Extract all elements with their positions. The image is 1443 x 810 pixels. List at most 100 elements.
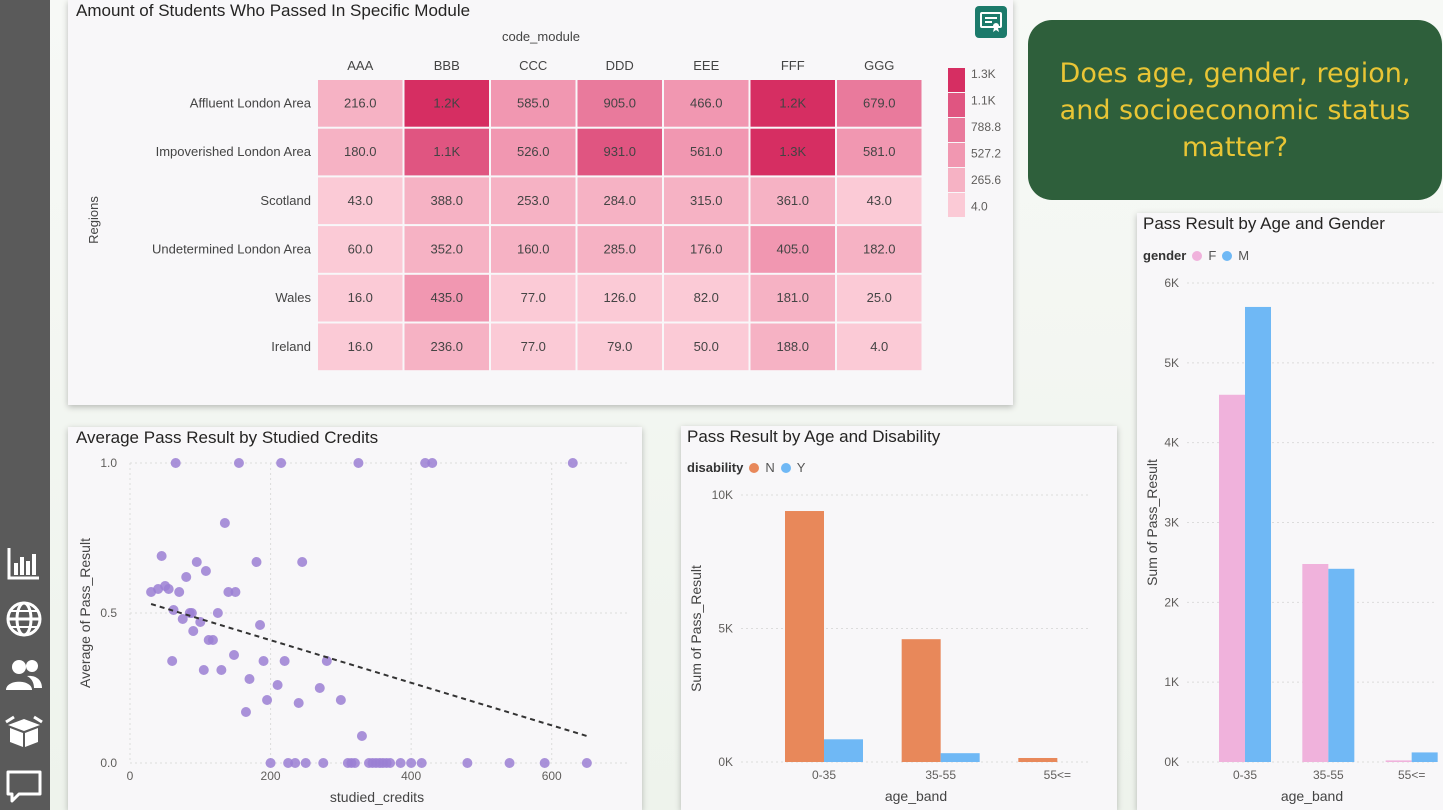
heatmap-cell-label: 905.0 xyxy=(603,95,636,110)
legend-swatch xyxy=(948,168,965,192)
certificate-button[interactable] xyxy=(975,6,1007,38)
x-tick-label: 0 xyxy=(127,769,134,783)
heatmap-cell xyxy=(577,128,662,176)
heatmap-cell-label: 1.1K xyxy=(433,144,460,159)
heatmap-cell-label: 1.2K xyxy=(779,95,806,110)
scatter-point xyxy=(163,584,174,594)
heatmap-cell xyxy=(491,80,576,127)
heatmap-card[interactable]: Amount of Students Who Passed In Specifi… xyxy=(68,0,1013,405)
heatmap-cell-label: 180.0 xyxy=(344,144,377,159)
legend-label-m[interactable]: M xyxy=(1238,248,1250,263)
x-axis-title: age_band xyxy=(1281,788,1343,804)
heatmap-cell-label: 931.0 xyxy=(603,144,636,159)
gender-chart-card[interactable]: Pass Result by Age and Gender gender F M… xyxy=(1137,213,1443,810)
scatter-point xyxy=(216,665,227,675)
bar-m xyxy=(1245,306,1271,762)
box-icon[interactable] xyxy=(4,711,44,751)
legend-dot-y xyxy=(780,462,791,473)
heatmap-cell-label: 405.0 xyxy=(776,241,809,256)
scatter-point xyxy=(581,758,592,768)
x-tick-label: 0-35 xyxy=(1233,768,1257,782)
scatter-point xyxy=(200,566,211,576)
legend-swatch xyxy=(948,68,965,92)
legend-label-y[interactable]: Y xyxy=(796,460,806,475)
heatmap-cell xyxy=(750,128,835,176)
heatmap-cell xyxy=(750,226,835,273)
bar-chart-icon[interactable] xyxy=(4,543,44,583)
heatmap-cell xyxy=(577,274,662,322)
heatmap-cell-label: 50.0 xyxy=(694,339,719,354)
scatter-card[interactable]: Average Pass Result by Studied Credits 0… xyxy=(68,427,642,810)
y-tick-label: 1K xyxy=(1164,675,1179,689)
heatmap-cell xyxy=(664,177,749,225)
y-axis-title: Average of Pass_Result xyxy=(77,538,93,688)
heatmap-cell xyxy=(491,177,576,225)
x-tick-label: 55<= xyxy=(1398,768,1425,782)
legend-dot-f xyxy=(1192,250,1203,261)
navigation-sidebar xyxy=(0,0,50,810)
bar-n xyxy=(901,639,941,762)
y-tick-label: 0K xyxy=(1164,755,1179,769)
gender-legend: gender F M xyxy=(1143,248,1249,263)
x-tick-label: 200 xyxy=(261,769,281,783)
legend-label: 265.6 xyxy=(971,173,1001,187)
column-header: CCC xyxy=(519,58,547,73)
heatmap-cell-label: 216.0 xyxy=(344,95,377,110)
heatmap-cell-label: 435.0 xyxy=(430,290,463,305)
scatter-point xyxy=(244,674,255,684)
legend-swatch xyxy=(948,118,965,142)
heatmap-cell-label: 526.0 xyxy=(517,144,550,159)
globe-icon[interactable] xyxy=(4,599,44,639)
x-tick-label: 600 xyxy=(542,769,562,783)
heatmap-cell xyxy=(664,226,749,273)
scatter-point xyxy=(539,758,550,768)
scatter-point xyxy=(279,656,290,666)
scatter-point xyxy=(177,614,188,624)
heatmap-cell xyxy=(577,323,662,371)
heatmap-cell-label: 581.0 xyxy=(863,144,896,159)
heatmap-cell xyxy=(491,323,576,371)
disability-chart-card[interactable]: Pass Result by Age and Disability disabi… xyxy=(681,426,1117,810)
scatter-point xyxy=(272,680,283,690)
x-tick-label: 35-55 xyxy=(925,768,956,782)
x-axis-title: age_band xyxy=(885,788,947,804)
legend-label-n[interactable]: N xyxy=(765,460,775,475)
chat-icon[interactable] xyxy=(4,766,44,806)
x-tick-label: 35-55 xyxy=(1313,768,1344,782)
scatter-point xyxy=(188,626,199,636)
legend-label: 788.8 xyxy=(971,120,1001,134)
gender-bar-chart: 0K 1K 2K 3K 4K 5K 6K 0-35 35-55 55<= age_band Sum o… xyxy=(1144,276,1438,804)
scatter-point xyxy=(230,587,241,597)
scatter-point xyxy=(167,656,178,666)
row-label: Impoverished London Area xyxy=(156,144,312,159)
row-label: Scotland xyxy=(260,193,311,208)
disability-legend: disability N Y xyxy=(687,460,805,475)
scatter-point xyxy=(300,758,311,768)
heatmap-cell xyxy=(750,80,835,127)
scatter-point xyxy=(207,635,218,645)
scatter-point xyxy=(212,608,223,618)
heatmap-cell-label: 679.0 xyxy=(863,95,896,110)
heatmap-cell xyxy=(318,80,403,127)
scatter-point xyxy=(265,758,276,768)
x-axis-title: studied_credits xyxy=(330,789,424,805)
people-icon[interactable] xyxy=(4,655,44,695)
heatmap-cell-label: 585.0 xyxy=(517,95,550,110)
heatmap-cell xyxy=(577,226,662,273)
heatmap-cell xyxy=(318,177,403,225)
heatmap-cell-label: 181.0 xyxy=(776,290,809,305)
y-tick-label: 1.0 xyxy=(100,456,117,470)
scatter-point xyxy=(168,605,179,615)
heatmap-cell-label: 126.0 xyxy=(603,290,636,305)
heatmap-cell xyxy=(664,274,749,322)
heatmap-cell xyxy=(837,177,922,225)
heatmap-cell xyxy=(837,80,922,127)
heatmap-cell xyxy=(837,323,922,371)
bar-y xyxy=(824,739,863,762)
heatmap-cell-label: 188.0 xyxy=(776,339,809,354)
y-axis-title: Sum of Pass_Result xyxy=(688,565,704,692)
heatmap-cell xyxy=(577,177,662,225)
scatter-point xyxy=(251,557,262,567)
heatmap-cell-label: 285.0 xyxy=(603,241,636,256)
legend-label-f[interactable]: F xyxy=(1208,248,1217,263)
